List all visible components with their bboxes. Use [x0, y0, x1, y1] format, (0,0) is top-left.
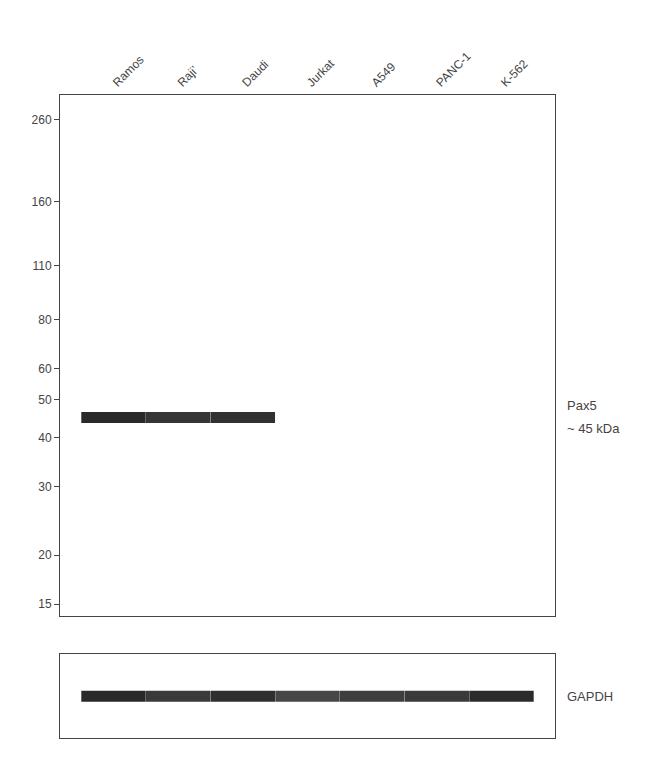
svg-text:15: 15: [38, 597, 52, 611]
svg-text:20: 20: [38, 548, 52, 562]
svg-text:160: 160: [32, 195, 52, 209]
svg-text:Pax5: Pax5: [567, 398, 597, 413]
svg-text:A549: A549: [369, 60, 399, 90]
svg-text:50: 50: [38, 393, 52, 407]
svg-text:Jurkat: Jurkat: [304, 56, 337, 89]
svg-text:K-562: K-562: [498, 57, 531, 90]
svg-text:80: 80: [38, 313, 52, 327]
svg-text:30: 30: [38, 480, 52, 494]
svg-text:GAPDH: GAPDH: [567, 689, 613, 704]
svg-text:Daudi: Daudi: [239, 57, 271, 89]
svg-text:Ramos: Ramos: [110, 53, 147, 90]
svg-text:260: 260: [32, 113, 52, 127]
svg-text:PANC-1: PANC-1: [433, 49, 474, 90]
svg-text:40: 40: [38, 431, 52, 445]
svg-text:~ 45 kDa: ~ 45 kDa: [567, 421, 620, 436]
svg-text:Raji’: Raji’: [175, 63, 201, 89]
svg-text:110: 110: [32, 259, 51, 273]
svg-text:60: 60: [38, 362, 52, 376]
